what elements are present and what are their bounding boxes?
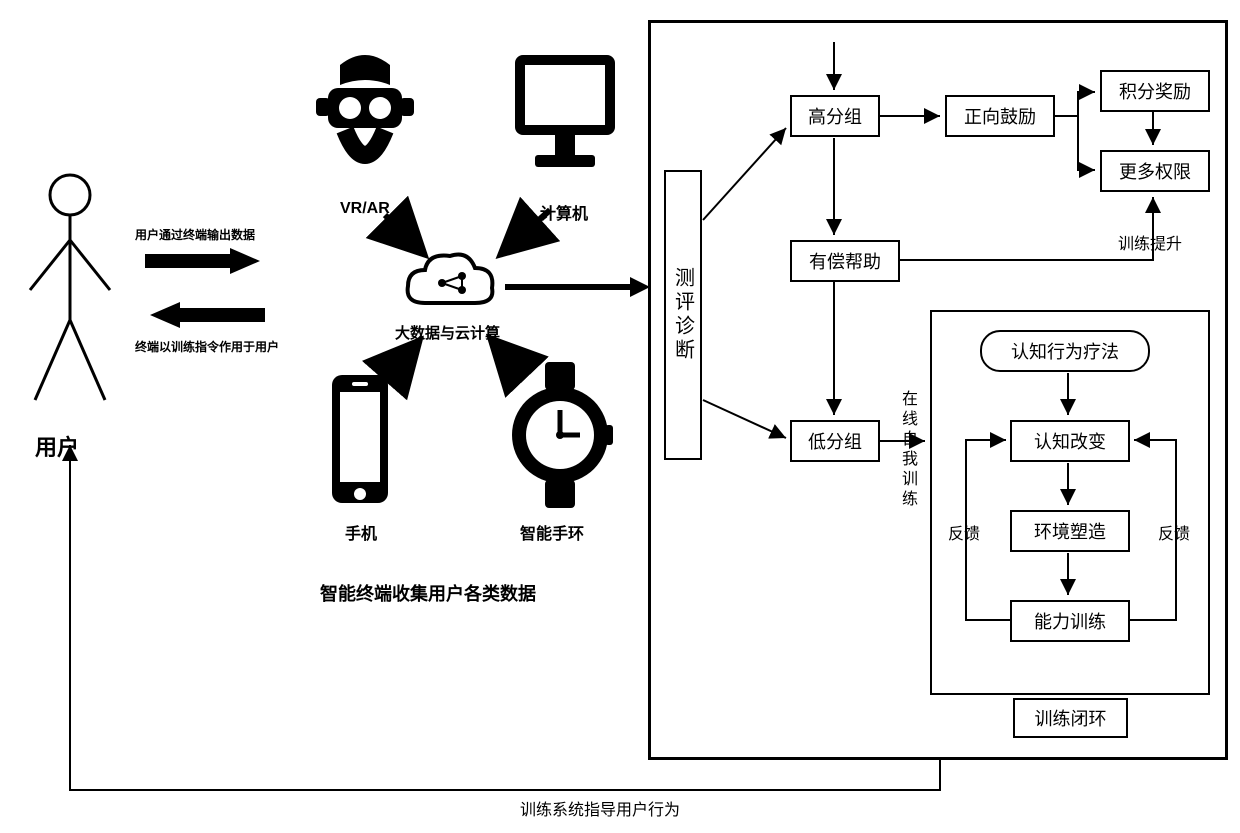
caption-bottom: 终端以训练指令作用于用户 <box>135 338 279 355</box>
bottom-loop-arrow <box>60 440 980 810</box>
cloud-to-system-arrow <box>505 272 650 302</box>
user-icon <box>20 170 120 420</box>
caption-top: 用户通过终端输出数据 <box>135 226 255 243</box>
arrow-left-thick <box>145 300 265 330</box>
arrow-right-thick <box>145 246 265 276</box>
footer-label: 训练系统指导用户行为 <box>520 796 680 820</box>
